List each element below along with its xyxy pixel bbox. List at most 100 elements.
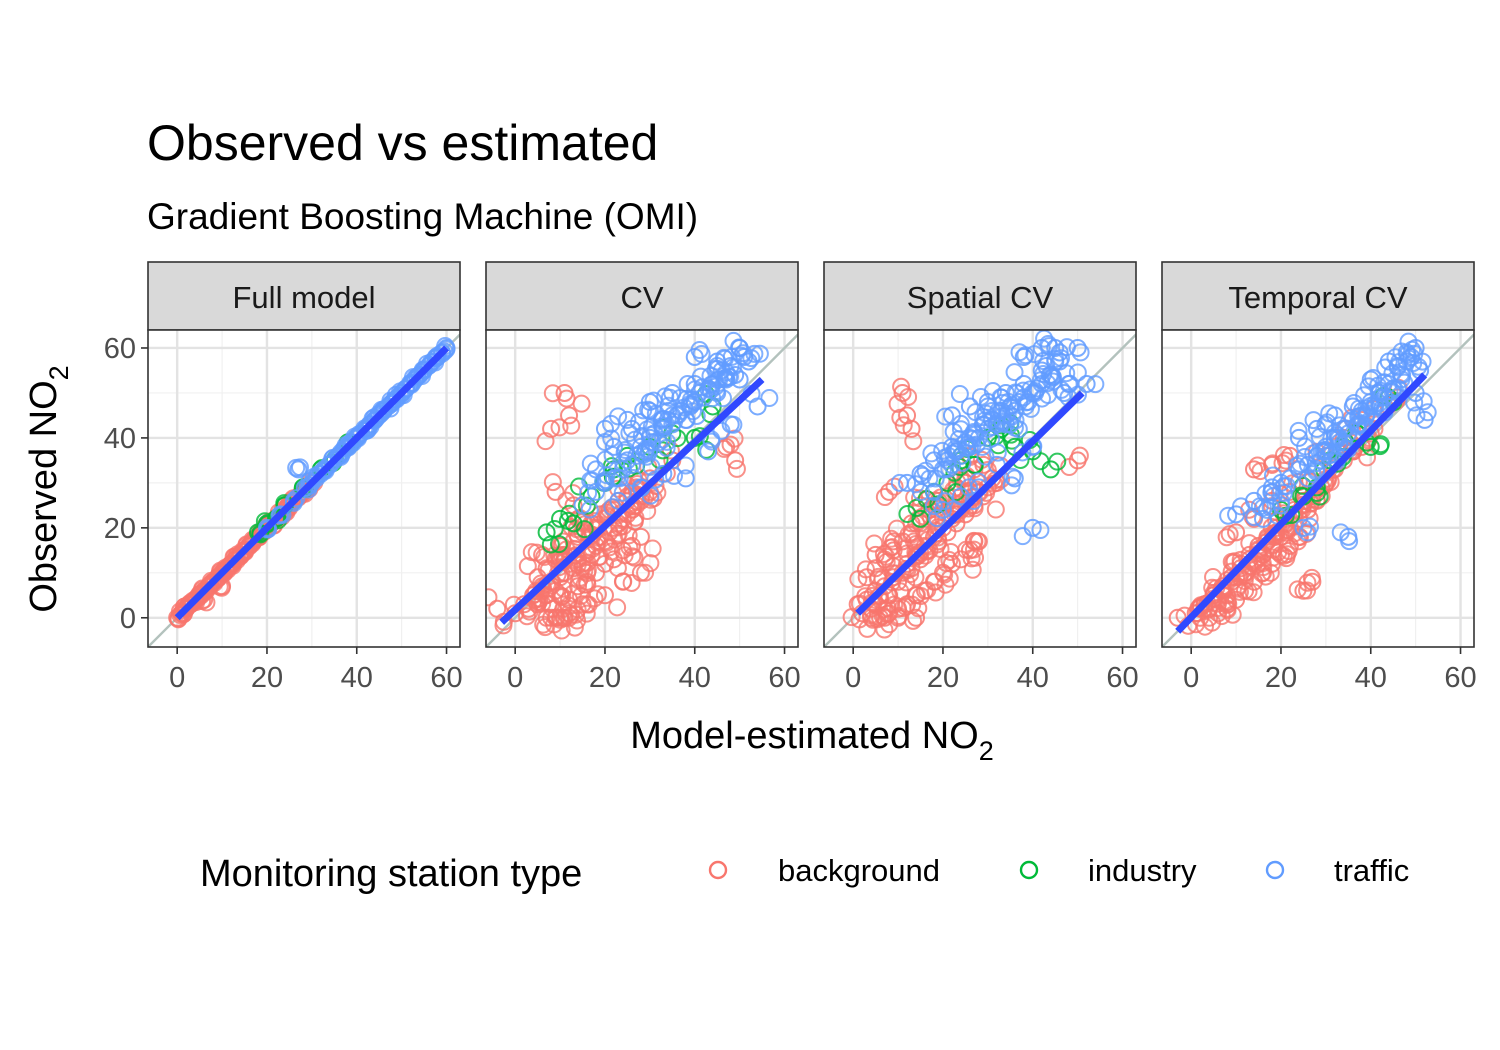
data-point <box>950 385 969 404</box>
strip-cv <box>485 261 799 331</box>
x-axis-title: Model-estimated NO2 <box>630 715 994 766</box>
data-point <box>1307 419 1326 438</box>
data-point <box>1334 433 1353 452</box>
data-point <box>969 472 988 491</box>
data-point <box>586 460 605 479</box>
data-point <box>982 401 1001 420</box>
data-point <box>877 547 896 566</box>
data-point <box>1256 484 1275 503</box>
data-point <box>197 593 216 612</box>
data-point <box>1043 368 1062 387</box>
data-point <box>1009 420 1028 439</box>
data-point <box>690 427 709 446</box>
data-point <box>1031 521 1050 540</box>
legend-key-traffic <box>1265 860 1285 880</box>
strip-label-spatial-cv: Spatial CV <box>907 280 1054 315</box>
data-point <box>685 392 704 411</box>
data-point <box>949 430 968 449</box>
data-point <box>1302 568 1321 587</box>
data-point <box>1217 528 1236 547</box>
data-point <box>1016 346 1035 365</box>
chart-subtitle: Gradient Boosting Machine (OMI) <box>147 196 698 237</box>
data-point <box>960 428 979 447</box>
data-point <box>1329 429 1348 448</box>
data-point <box>1386 348 1405 367</box>
data-point <box>1418 403 1437 422</box>
data-point <box>1298 581 1317 600</box>
data-point <box>1322 445 1341 464</box>
data-point <box>623 547 642 566</box>
data-point <box>1257 530 1276 549</box>
data-point <box>963 560 982 579</box>
data-point <box>1025 345 1044 364</box>
data-point <box>918 537 937 556</box>
data-point <box>604 437 623 456</box>
data-point <box>557 491 576 510</box>
data-point <box>639 443 658 462</box>
fit-line-cv <box>499 376 765 625</box>
data-point <box>1289 421 1308 440</box>
data-point <box>946 442 965 461</box>
data-point <box>1002 476 1021 495</box>
data-point <box>1213 577 1232 596</box>
panel-plot-area-full-model <box>148 330 460 647</box>
data-point <box>622 536 641 555</box>
data-point <box>537 523 556 542</box>
data-point <box>1203 613 1222 632</box>
data-point <box>1345 393 1364 412</box>
data-point <box>1361 370 1380 389</box>
data-point <box>527 543 546 562</box>
data-point <box>1230 582 1249 601</box>
data-point <box>656 387 675 406</box>
data-point <box>885 595 904 614</box>
data-point <box>346 428 365 447</box>
y-tick-label: 0 <box>120 603 136 635</box>
data-point <box>572 394 591 413</box>
data-point <box>641 554 660 573</box>
data-point <box>1248 540 1267 559</box>
data-point <box>1052 380 1071 399</box>
data-point <box>550 558 569 577</box>
fit-line-temporal-cv <box>1175 372 1428 634</box>
data-point <box>1013 443 1032 462</box>
strip-label-full-model: Full model <box>233 280 376 315</box>
data-point <box>1407 406 1426 425</box>
data-point <box>287 458 306 477</box>
series-traffic-cv <box>573 331 779 519</box>
data-point <box>1277 523 1296 542</box>
x-tick-label: 60 <box>1106 662 1138 694</box>
data-point <box>676 469 695 488</box>
data-point <box>936 575 955 594</box>
data-point <box>1300 517 1319 536</box>
data-point <box>373 401 392 420</box>
data-point <box>613 483 632 502</box>
data-point <box>659 396 678 415</box>
panel-full-model: Full model 0 20 40 60 0 20 40 60 <box>104 261 463 694</box>
data-point <box>724 331 743 350</box>
data-point <box>595 419 614 438</box>
data-point <box>580 500 599 519</box>
data-point <box>1296 437 1315 456</box>
data-point <box>1348 417 1367 436</box>
data-point <box>883 538 902 557</box>
data-point <box>1320 404 1339 423</box>
data-point <box>1077 374 1096 393</box>
data-point <box>719 367 738 386</box>
data-point <box>575 520 594 539</box>
x-tick-label: 40 <box>1355 662 1387 694</box>
data-point <box>714 389 733 408</box>
x-axis-title-main: Model-estimated NO <box>630 715 978 757</box>
data-point <box>578 564 597 583</box>
data-point <box>1399 349 1418 368</box>
data-point <box>885 477 904 496</box>
data-point <box>626 430 645 449</box>
y-tick-label: 40 <box>104 423 136 455</box>
data-point <box>690 341 709 360</box>
data-point <box>1364 368 1383 387</box>
data-point <box>1220 525 1239 544</box>
series-traffic-temporal-cv <box>1219 332 1437 551</box>
data-point <box>857 568 876 587</box>
data-point <box>630 412 649 431</box>
data-point <box>957 540 976 559</box>
